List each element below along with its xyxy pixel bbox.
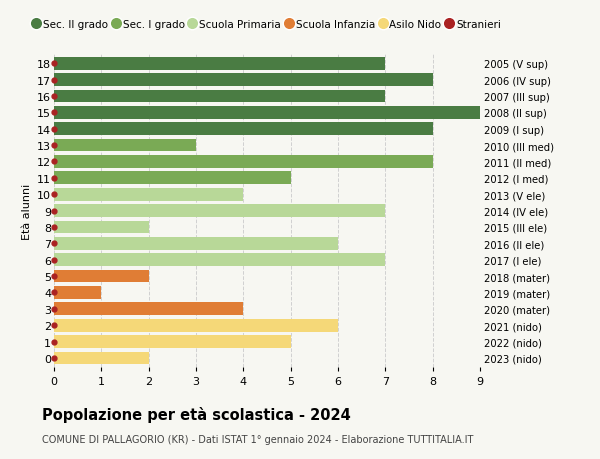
Bar (54, 123, 433, 136)
Bar (54, 237, 338, 250)
Text: Popolazione per età scolastica - 2024: Popolazione per età scolastica - 2024 (42, 406, 351, 422)
Bar (54, 189, 244, 201)
Bar (54, 303, 244, 315)
Bar (54, 336, 290, 348)
Bar (54, 205, 385, 218)
Bar (54, 270, 149, 283)
Bar (54, 221, 149, 234)
Y-axis label: Età alunni: Età alunni (22, 183, 32, 239)
Bar (54, 90, 385, 103)
Bar (54, 156, 433, 168)
Bar (54, 74, 433, 87)
Bar (54, 254, 385, 267)
Bar (54, 140, 196, 152)
Text: COMUNE DI PALLAGORIO (KR) - Dati ISTAT 1° gennaio 2024 - Elaborazione TUTTITALIA: COMUNE DI PALLAGORIO (KR) - Dati ISTAT 1… (42, 434, 473, 444)
Bar (54, 107, 480, 119)
Bar (54, 58, 385, 70)
Bar (54, 172, 290, 185)
Bar (54, 352, 149, 364)
Legend: Sec. II grado, Sec. I grado, Scuola Primaria, Scuola Infanzia, Asilo Nido, Stran: Sec. II grado, Sec. I grado, Scuola Prim… (34, 20, 501, 30)
Bar (54, 286, 101, 299)
Bar (54, 319, 338, 332)
